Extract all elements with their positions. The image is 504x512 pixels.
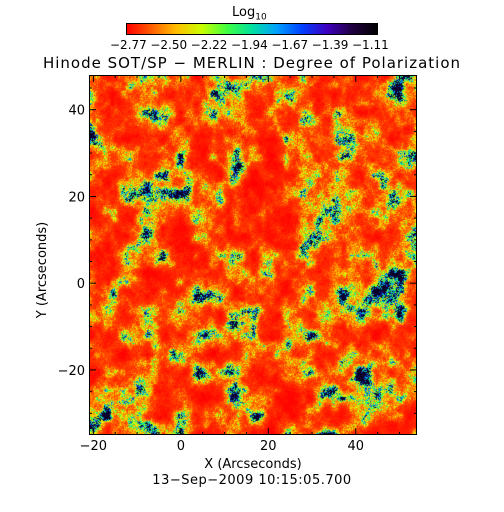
x-tick-label: 20 <box>260 439 277 454</box>
x-tick-label: 40 <box>347 439 364 454</box>
x-tick-label: −20 <box>80 439 107 454</box>
colorbar-tick-label: −1.39 <box>311 38 349 52</box>
x-axis-title: X (Arcseconds) <box>204 457 301 472</box>
y-tick-label: 0 <box>77 277 85 292</box>
colorbar-title-text: Log <box>232 5 256 20</box>
y-axis-title: Y (Arcseconds) <box>35 222 50 319</box>
colorbar-tick-label: −2.22 <box>190 38 228 52</box>
observation-timestamp: 13−Sep−2009 10:15:05.700 <box>152 473 352 488</box>
polarization-heatmap <box>90 76 416 434</box>
y-tick-label: 40 <box>68 104 85 119</box>
y-tick-label: 20 <box>68 190 85 205</box>
colorbar-tick-label: −1.11 <box>352 38 389 52</box>
colorbar-tick-label: −2.50 <box>150 38 188 52</box>
heatmap-plot-area <box>89 75 417 435</box>
colorbar-tick-label: −1.94 <box>231 38 268 52</box>
colorbar-title-sub: 10 <box>255 12 267 23</box>
y-tick-label: −20 <box>58 364 85 379</box>
x-tick-label: 0 <box>177 439 185 454</box>
colorbar-title: Log10 <box>232 5 267 23</box>
colorbar-tick-label: −2.77 <box>110 38 147 52</box>
plot-title: Hinode SOT/SP − MERLIN : Degree of Polar… <box>42 54 462 72</box>
colorbar-tick-label: −1.67 <box>271 38 309 52</box>
colorbar <box>126 23 378 35</box>
